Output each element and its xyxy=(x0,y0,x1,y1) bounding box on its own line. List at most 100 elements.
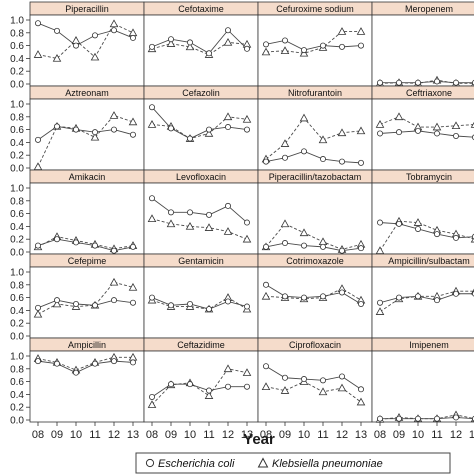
y-tick-label: 0.6 xyxy=(10,377,24,388)
series-line-kpneumoniae xyxy=(37,114,134,167)
point-kpneumoniae xyxy=(109,277,119,286)
panel: Gentamicin xyxy=(143,253,259,339)
point-kpneumoniae xyxy=(223,37,233,46)
point-ecoli xyxy=(262,41,269,48)
x-tick-label: 12 xyxy=(222,429,234,441)
panel: Meropenem xyxy=(371,1,474,87)
x-axis-layer: 08 09 10 11 12 13 08 09 10 11 12 13 08 09 10 11 12 13 08 09… xyxy=(32,422,474,441)
y-tick-label: 0.0 xyxy=(10,164,24,175)
point-ecoli xyxy=(167,36,174,43)
point-kpneumoniae xyxy=(223,227,233,235)
point-kpneumoniae xyxy=(261,291,271,300)
panel-frame xyxy=(29,98,145,171)
point-ecoli xyxy=(376,299,383,306)
x-tick-label: 09 xyxy=(279,429,291,441)
point-ecoli xyxy=(148,104,155,111)
panel-title: Imipenem xyxy=(409,340,449,350)
panel-frame xyxy=(371,266,474,339)
point-ecoli xyxy=(205,387,212,394)
x-tick-label: 11 xyxy=(89,429,100,441)
point-ecoli xyxy=(111,27,118,34)
point-ecoli xyxy=(205,306,212,313)
panel: Ampicillin xyxy=(29,337,145,423)
y-tick-label: 0.0 xyxy=(10,416,24,427)
point-kpneumoniae xyxy=(147,214,157,222)
point-ecoli xyxy=(92,242,99,249)
point-kpneumoniae xyxy=(223,364,233,373)
series-line-ecoli xyxy=(151,197,248,223)
panel-title: Aztreonam xyxy=(65,88,109,98)
point-ecoli xyxy=(129,359,136,366)
panel: Ampicillin/sulbactam xyxy=(371,253,474,339)
point-ecoli xyxy=(35,304,42,311)
y-tick-label: 0.8 xyxy=(10,112,24,123)
series-line-ecoli xyxy=(265,242,362,252)
series-line-ecoli xyxy=(265,40,362,51)
panels-layer: Piperacillin Cefotaxime Cefuroxime sodium M… xyxy=(29,1,474,423)
y-tick-label: 0.2 xyxy=(10,319,24,330)
x-tick-label: 10 xyxy=(70,429,82,441)
point-ecoli xyxy=(414,293,421,300)
panel-title: Meropenem xyxy=(405,4,453,14)
series-line-kpneumoniae xyxy=(151,368,248,405)
point-ecoli xyxy=(35,136,42,143)
panel-title: Levofloxacin xyxy=(176,172,226,182)
point-ecoli xyxy=(319,42,326,49)
series-line-ecoli xyxy=(37,360,134,374)
point-kpneumoniae xyxy=(261,47,271,56)
x-tick-label: 11 xyxy=(203,429,214,441)
point-ecoli xyxy=(167,209,174,216)
panel: Aztreonam xyxy=(29,85,145,171)
x-tick-label: 09 xyxy=(165,429,177,441)
point-ecoli xyxy=(338,43,345,50)
series-line-ecoli xyxy=(380,80,474,84)
series-line-kpneumoniae xyxy=(379,220,474,251)
panel-frame xyxy=(371,182,474,255)
x-tick-label: 13 xyxy=(241,429,253,441)
point-ecoli xyxy=(35,20,42,27)
panel-title: Cefotaxime xyxy=(178,4,224,14)
series-line-ecoli xyxy=(379,130,474,138)
panel: Cefazolin xyxy=(143,85,259,171)
point-ecoli xyxy=(148,393,155,400)
point-kpneumoniae xyxy=(185,42,195,51)
point-ecoli xyxy=(262,158,269,165)
x-axis-title: Year xyxy=(243,431,275,448)
point-ecoli xyxy=(300,294,307,301)
x-tick-label: 11 xyxy=(317,429,328,441)
panel: Cefuroxime sodium xyxy=(257,1,373,87)
x-tick-label: 12 xyxy=(336,429,348,441)
point-ecoli xyxy=(338,373,345,380)
point-ecoli xyxy=(300,242,307,249)
point-ecoli xyxy=(243,45,250,52)
point-ecoli xyxy=(281,374,288,381)
point-ecoli xyxy=(452,79,459,86)
point-kpneumoniae xyxy=(147,120,157,128)
point-kpneumoniae xyxy=(166,39,176,47)
point-ecoli xyxy=(357,386,364,393)
point-kpneumoniae xyxy=(375,120,385,128)
point-kpneumoniae xyxy=(432,122,442,131)
x-tick-label: 12 xyxy=(450,429,462,441)
series-line-ecoli xyxy=(151,297,248,310)
x-tick-label: 08 xyxy=(146,429,158,441)
x-tick-label: 09 xyxy=(51,429,63,441)
panel: Ciprofloxacin xyxy=(257,337,373,423)
panel-frame xyxy=(143,266,259,339)
legend-label-ecoli: Escherichia coli xyxy=(158,458,235,470)
point-ecoli xyxy=(35,242,42,249)
point-kpneumoniae xyxy=(128,282,138,291)
point-ecoli xyxy=(167,125,174,132)
series-line-kpneumoniae xyxy=(151,41,248,56)
panel-frame xyxy=(371,14,474,87)
point-kpneumoniae xyxy=(337,383,347,392)
panel-frame xyxy=(143,98,259,171)
y-tick-label: 0.6 xyxy=(10,41,24,52)
point-ecoli xyxy=(148,43,155,50)
point-ecoli xyxy=(319,243,326,250)
point-ecoli xyxy=(281,154,288,161)
panel: Cefepime xyxy=(29,253,145,339)
point-ecoli xyxy=(433,415,440,422)
series-line-ecoli xyxy=(151,106,248,140)
